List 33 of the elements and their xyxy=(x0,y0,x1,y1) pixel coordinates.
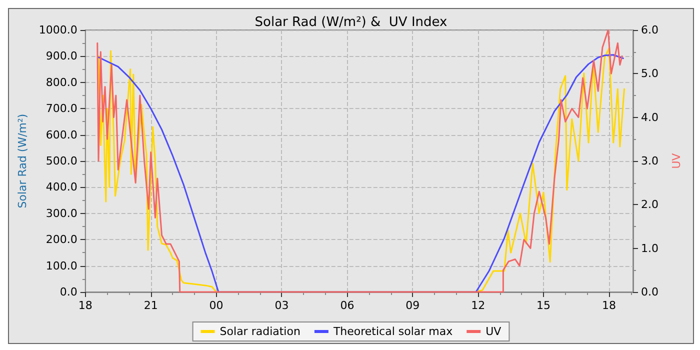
x-tick-label: 18 xyxy=(602,299,616,312)
chart-title: Solar Rad (W/m²) & UV Index xyxy=(254,15,448,30)
x-tick-label: 12 xyxy=(471,299,486,312)
y-tick-label: 900.0 xyxy=(46,50,78,63)
y-axis-title: Solar Rad (W/m²) xyxy=(16,114,29,208)
y2-tick-label: 6.0 xyxy=(641,24,658,36)
legend-label: Solar radiation xyxy=(220,325,300,338)
legend-label: Theoretical solar max xyxy=(332,325,454,338)
y-tick-label: 0.0 xyxy=(60,286,78,298)
y-tick-label: 200.0 xyxy=(46,233,78,246)
y-tick-label: 800.0 xyxy=(46,76,78,89)
y-tick-label: 600.0 xyxy=(46,128,78,142)
x-tick-label: 00 xyxy=(209,299,224,312)
y-tick-label: 300.0 xyxy=(46,206,78,220)
y2-tick-label: 1.0 xyxy=(641,242,658,255)
y2-tick-label: 2.0 xyxy=(641,198,658,212)
y-tick-label: 1000.0 xyxy=(38,24,78,36)
y2-tick-label: 3.0 xyxy=(641,154,658,168)
y-tick-label: 700.0 xyxy=(46,102,78,116)
y-tick-label: 400.0 xyxy=(46,180,78,194)
y2-tick-label: 5.0 xyxy=(641,67,658,80)
x-tick-label: 03 xyxy=(274,299,289,312)
x-tick-label: 09 xyxy=(406,299,420,312)
legend-label: UV xyxy=(486,325,502,338)
x-tick-label: 18 xyxy=(78,299,92,312)
y2-axis-title: UV xyxy=(670,152,683,169)
y2-tick-label: 0.0 xyxy=(641,286,658,298)
x-tick-label: 06 xyxy=(340,299,354,312)
x-tick-label: 15 xyxy=(536,299,551,312)
x-tick-label: 21 xyxy=(144,299,158,312)
y-tick-label: 500.0 xyxy=(46,154,78,168)
y2-tick-label: 4.0 xyxy=(641,110,658,124)
y-tick-label: 100.0 xyxy=(46,259,78,272)
